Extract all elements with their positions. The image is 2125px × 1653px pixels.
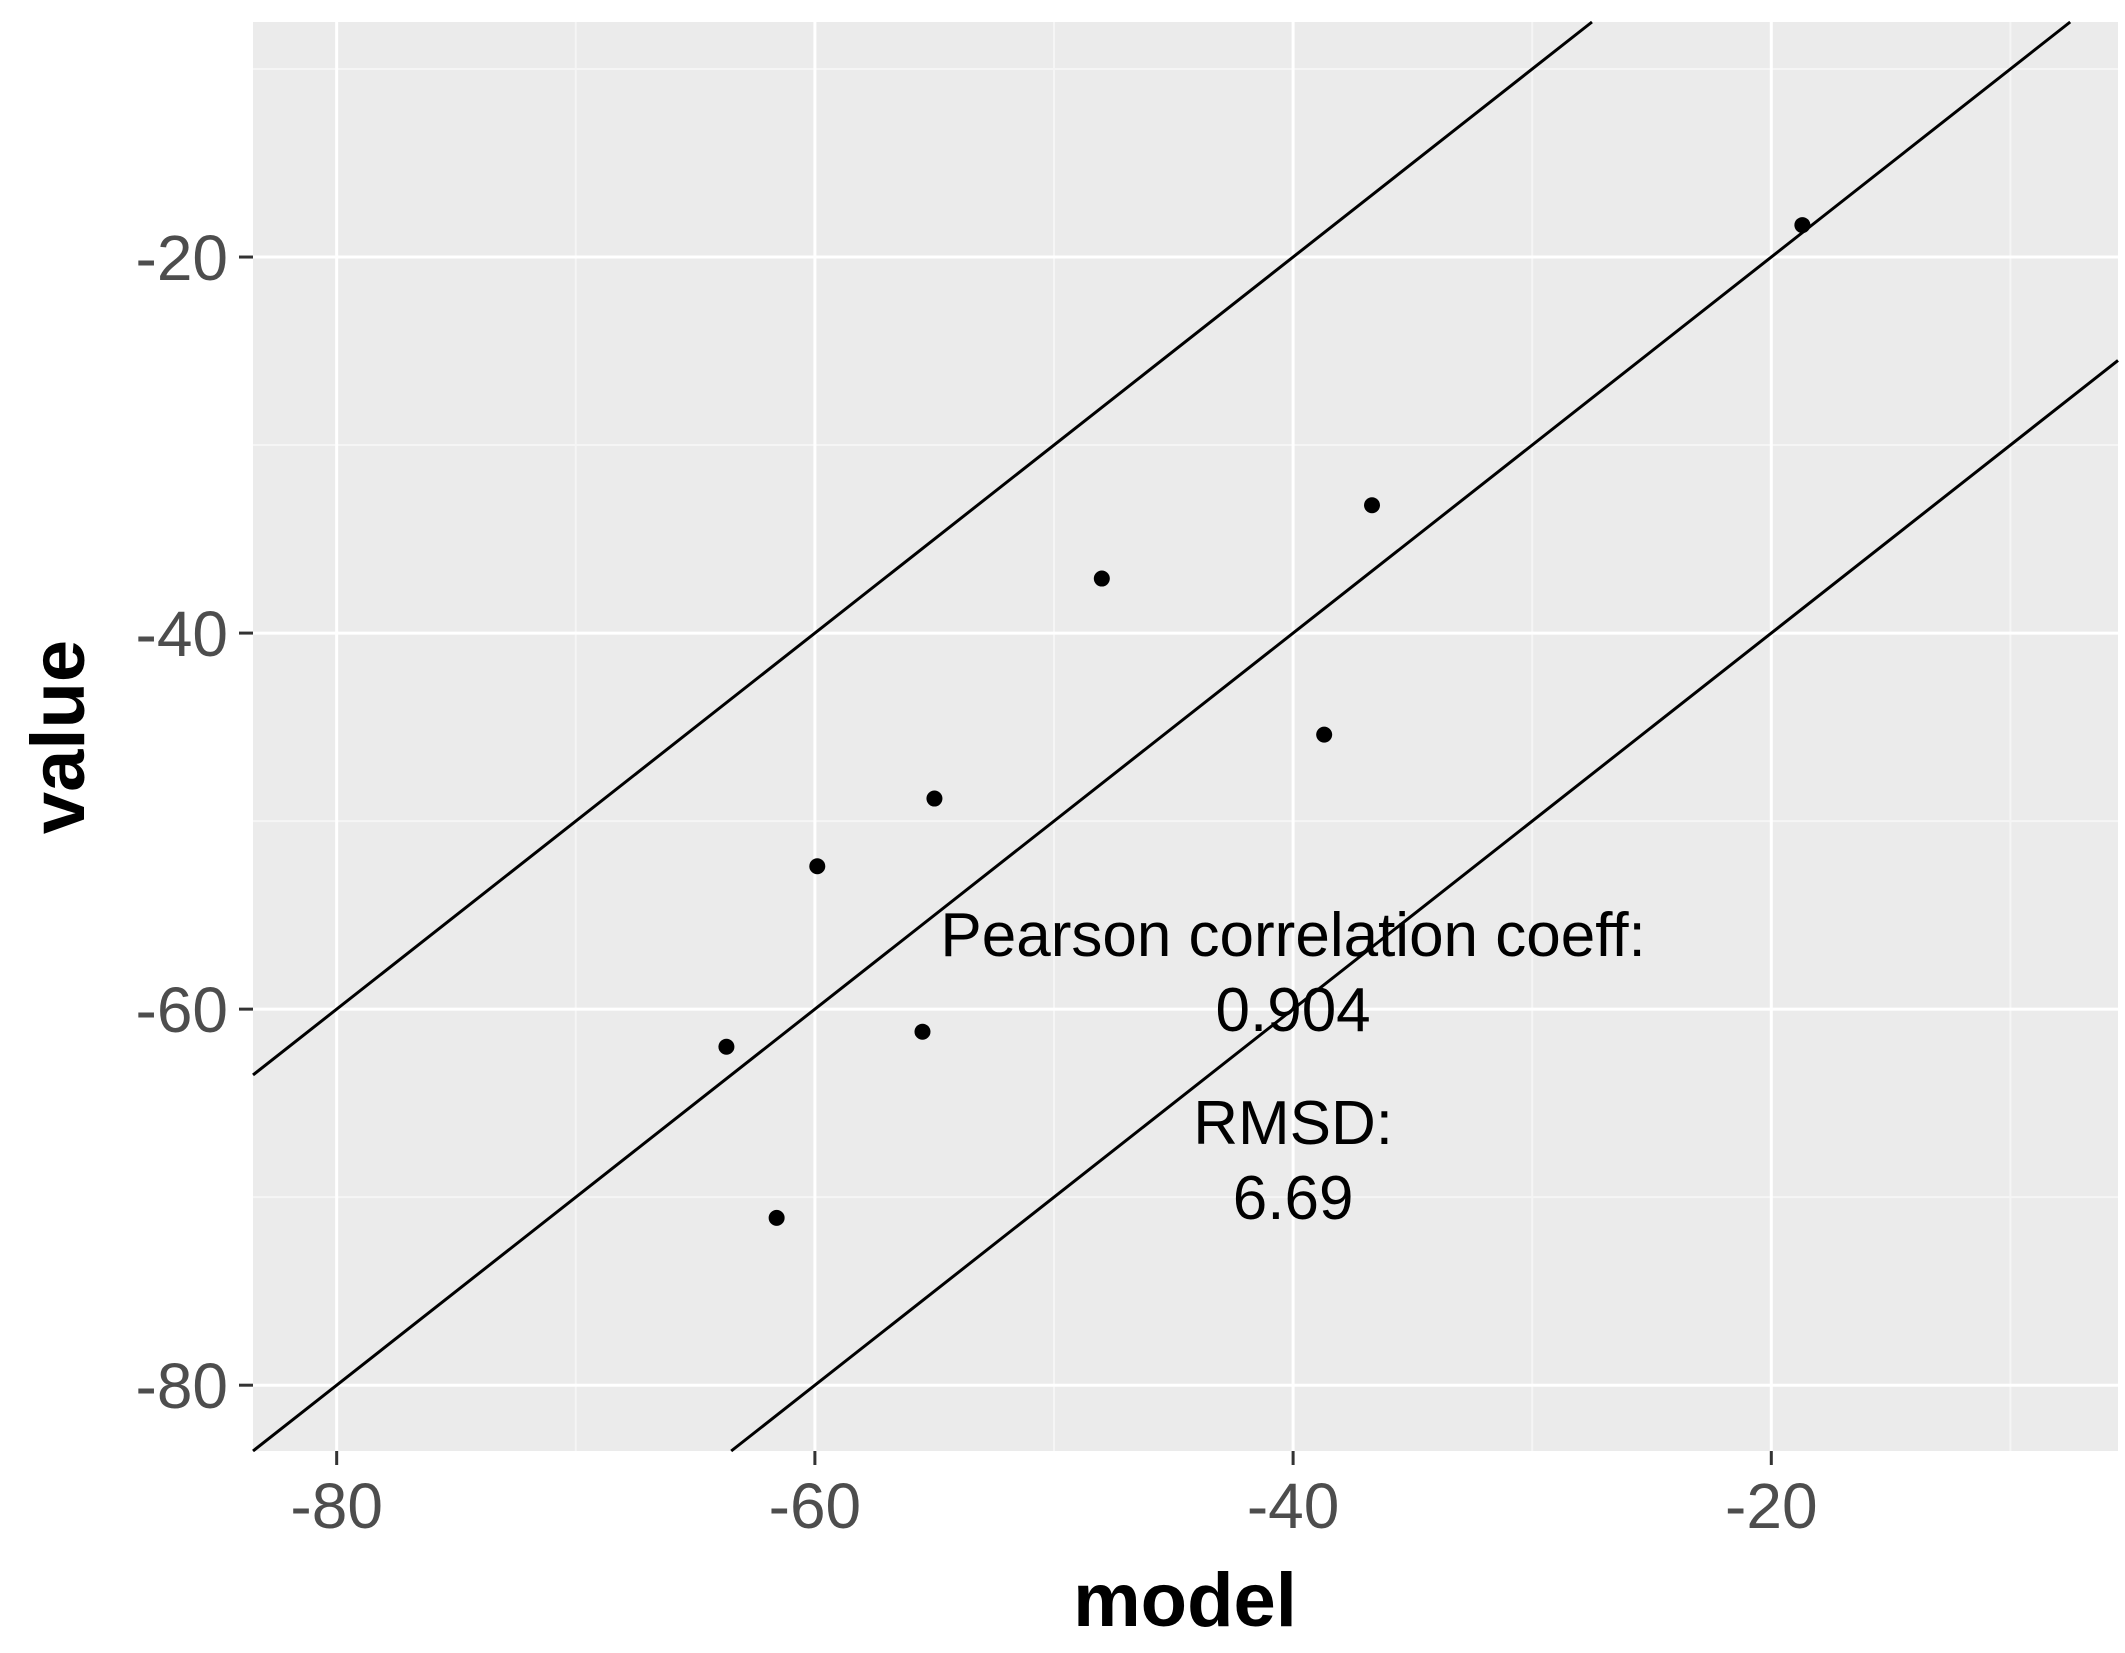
y-tick-label-3: -20	[136, 222, 229, 294]
major-grid	[253, 22, 2118, 1451]
data-point-3	[914, 1023, 931, 1040]
y-axis-tick-labels: -80 -60 -40 -20	[136, 222, 229, 1422]
data-point-8	[1794, 217, 1811, 234]
axis-ticks	[239, 255, 1773, 1465]
annotation-1: 0.904	[1216, 976, 1371, 1045]
y-tick-label-0: -80	[136, 1350, 229, 1422]
y-tick-label-1: -60	[136, 974, 229, 1046]
y-axis-title: value	[16, 640, 101, 834]
data-points	[718, 217, 1811, 1226]
annotations: Pearson correlation coeff:0.904 RMSD:6.69	[940, 901, 1645, 1233]
x-tick-label-3: -20	[1725, 1470, 1818, 1542]
data-point-1	[768, 1209, 785, 1226]
x-tick-label-0: -80	[290, 1470, 383, 1542]
reference-line-identity	[252, 20, 2072, 1453]
data-point-0	[718, 1038, 735, 1055]
reference-lines	[252, 20, 2119, 1453]
annotation-3: 6.69	[1233, 1164, 1354, 1233]
x-tick-label-1: -60	[769, 1470, 862, 1542]
data-point-4	[926, 790, 943, 807]
data-point-5	[1093, 570, 1110, 587]
data-point-6	[1316, 726, 1333, 743]
x-axis-title: model	[1073, 1558, 1297, 1643]
reference-line-identity-plus-20	[252, 20, 1593, 1077]
x-tick-label-2: -40	[1247, 1470, 1340, 1542]
annotation-0: Pearson correlation coeff:	[940, 901, 1645, 970]
reference-line-identity-minus-20	[730, 359, 2119, 1453]
minor-grid	[253, 22, 2118, 1451]
data-point-2	[809, 858, 826, 875]
y-tick-label-2: -40	[136, 598, 229, 670]
plot-panel	[253, 22, 2118, 1451]
annotation-2: RMSD:	[1193, 1089, 1393, 1158]
data-point-7	[1364, 497, 1380, 514]
x-axis-tick-labels: -80 -60 -40 -20	[290, 1470, 1817, 1542]
